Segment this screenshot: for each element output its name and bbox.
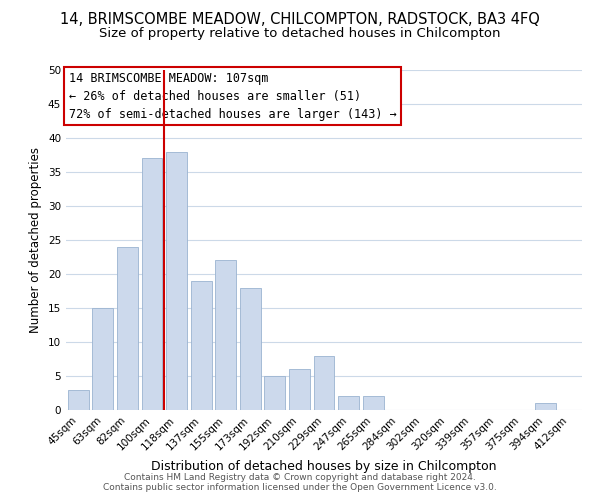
Bar bbox=[215, 260, 236, 410]
Text: Contains public sector information licensed under the Open Government Licence v3: Contains public sector information licen… bbox=[103, 484, 497, 492]
Bar bbox=[117, 247, 138, 410]
Bar bbox=[362, 396, 383, 410]
Bar bbox=[535, 403, 556, 410]
Bar bbox=[92, 308, 113, 410]
Text: Contains HM Land Registry data © Crown copyright and database right 2024.: Contains HM Land Registry data © Crown c… bbox=[124, 474, 476, 482]
Y-axis label: Number of detached properties: Number of detached properties bbox=[29, 147, 43, 333]
Bar bbox=[142, 158, 163, 410]
X-axis label: Distribution of detached houses by size in Chilcompton: Distribution of detached houses by size … bbox=[151, 460, 497, 473]
Bar bbox=[240, 288, 261, 410]
Text: 14 BRIMSCOMBE MEADOW: 107sqm
← 26% of detached houses are smaller (51)
72% of se: 14 BRIMSCOMBE MEADOW: 107sqm ← 26% of de… bbox=[68, 72, 397, 120]
Text: Size of property relative to detached houses in Chilcompton: Size of property relative to detached ho… bbox=[99, 28, 501, 40]
Bar bbox=[191, 281, 212, 410]
Text: 14, BRIMSCOMBE MEADOW, CHILCOMPTON, RADSTOCK, BA3 4FQ: 14, BRIMSCOMBE MEADOW, CHILCOMPTON, RADS… bbox=[60, 12, 540, 28]
Bar bbox=[338, 396, 359, 410]
Bar bbox=[289, 369, 310, 410]
Bar bbox=[166, 152, 187, 410]
Bar bbox=[314, 356, 334, 410]
Bar bbox=[265, 376, 286, 410]
Bar bbox=[68, 390, 89, 410]
